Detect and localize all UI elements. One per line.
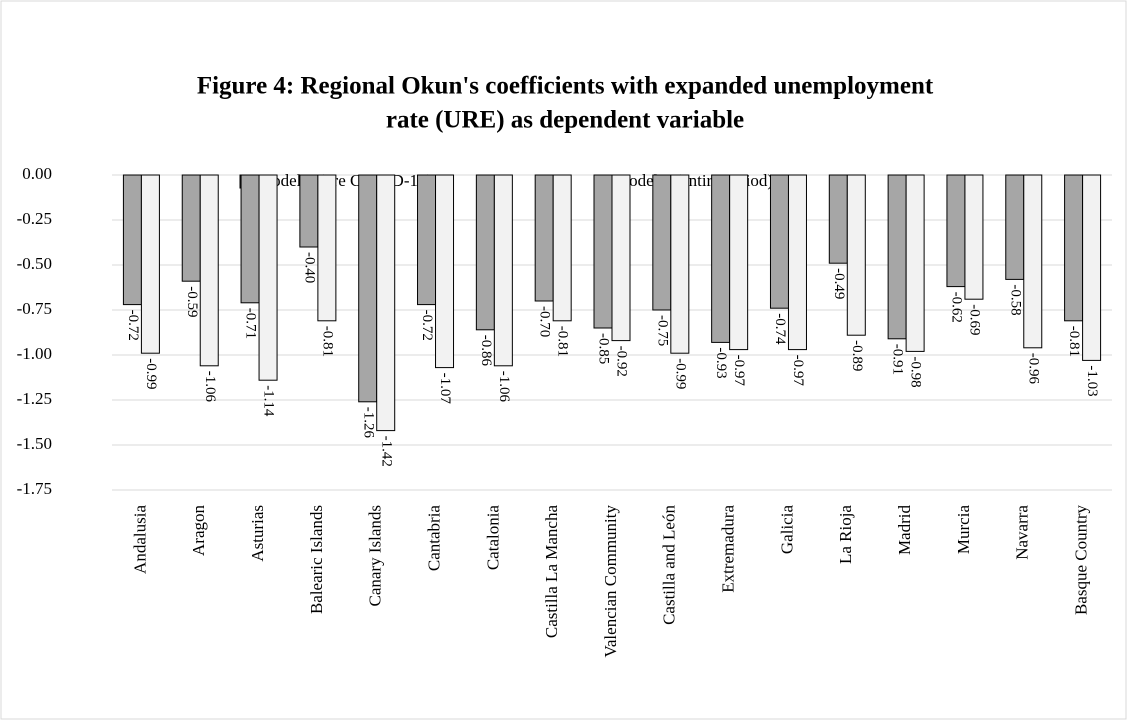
x-tick-label: Canary Islands (366, 505, 385, 607)
y-tick-label: -1.75 (17, 479, 52, 498)
bar (670, 174, 690, 354)
y-tick-label: -1.00 (17, 344, 52, 363)
bar (946, 174, 966, 288)
x-tick-label: Cantabria (424, 505, 443, 572)
bar (1023, 174, 1043, 349)
data-label: -0.58 (1007, 284, 1023, 315)
data-label: -0.86 (478, 335, 494, 367)
data-label: -1.03 (1084, 365, 1100, 396)
y-tick-label: 0.00 (22, 164, 52, 183)
bar (611, 174, 631, 342)
chart-subtitle: rate (URE) as dependent variable (386, 107, 744, 134)
y-tick-label: -0.50 (17, 254, 52, 273)
bar (181, 174, 201, 282)
bar (299, 174, 319, 248)
y-tick-label: -1.25 (17, 389, 52, 408)
data-label: -0.69 (967, 304, 983, 335)
x-tick-label: Extremadura (719, 505, 738, 593)
data-label: -0.49 (831, 268, 847, 299)
bar (652, 174, 672, 311)
data-label: -1.07 (437, 373, 453, 405)
data-label: -1.14 (261, 385, 277, 417)
data-label: -0.89 (849, 340, 865, 371)
bar (435, 174, 455, 369)
y-tick-label: -1.50 (17, 434, 52, 453)
bar (1082, 174, 1102, 361)
bar (475, 174, 495, 331)
legend-label: Model 3 (pre COVID-19) (257, 171, 432, 190)
chart-title: Figure 4: Regional Okun's coefficients w… (197, 73, 934, 100)
bar (552, 174, 572, 322)
bar (905, 174, 925, 352)
bar (787, 174, 807, 351)
bar (1005, 174, 1025, 280)
bar (376, 174, 396, 432)
data-label: -0.98 (908, 356, 924, 387)
data-label: -0.91 (890, 344, 906, 375)
data-label: -0.85 (596, 333, 612, 364)
bar (417, 174, 437, 306)
data-label: -0.97 (790, 355, 806, 387)
x-tick-label: Balearic Islands (307, 505, 326, 614)
bar (887, 174, 907, 340)
bar (358, 174, 378, 403)
data-label: -0.97 (731, 355, 747, 387)
bar (769, 174, 789, 309)
data-label: -0.72 (125, 310, 141, 341)
data-label: -0.75 (654, 315, 670, 346)
data-label: -0.71 (243, 308, 259, 339)
x-tick-label: Andalusia (130, 505, 149, 574)
bar (240, 174, 260, 304)
x-tick-label: Castilla La Mancha (542, 505, 561, 639)
x-tick-label: Catalonia (483, 505, 502, 571)
legend-label: Model 4 (entire period) (614, 171, 773, 190)
data-label: -0.99 (143, 358, 159, 389)
bar (140, 174, 160, 354)
data-label: -0.81 (319, 326, 335, 357)
bar (199, 174, 219, 367)
bar (964, 174, 984, 300)
data-label: -0.72 (419, 310, 435, 341)
data-label: -0.59 (184, 286, 200, 317)
bar (846, 174, 866, 336)
x-tick-label: Castilla and León (660, 505, 679, 625)
bar (258, 174, 278, 381)
data-label: -0.62 (949, 292, 965, 323)
data-label: -0.40 (301, 252, 317, 283)
bar (828, 174, 848, 264)
data-label: -1.06 (496, 371, 512, 403)
data-label: -1.42 (378, 436, 394, 467)
y-tick-label: -0.25 (17, 209, 52, 228)
y-tick-label: -0.75 (17, 299, 52, 318)
data-label: -1.06 (202, 371, 218, 403)
x-tick-label: Aragon (189, 505, 208, 556)
data-label: -0.74 (772, 313, 788, 345)
x-tick-label: Galicia (777, 505, 796, 555)
x-tick-label: Murcia (954, 505, 973, 555)
data-label: -0.81 (1066, 326, 1082, 357)
bar (593, 174, 613, 329)
bar (1064, 174, 1084, 322)
x-tick-label: Navarra (1013, 505, 1032, 560)
data-label: -0.70 (537, 306, 553, 337)
data-label: -0.81 (555, 326, 571, 357)
bar (534, 174, 554, 302)
data-label: -0.99 (672, 358, 688, 389)
x-tick-label: Basque Country (1071, 505, 1090, 616)
bar (317, 174, 337, 322)
x-tick-label: Asturias (248, 505, 267, 562)
x-tick-label: La Rioja (836, 505, 855, 564)
data-label: -0.92 (614, 346, 630, 377)
data-label: -1.26 (360, 407, 376, 439)
data-label: -0.96 (1025, 353, 1041, 385)
data-label: -0.93 (713, 347, 729, 378)
bar (729, 174, 749, 351)
bar (493, 174, 513, 367)
x-tick-label: Valencian Community (601, 505, 620, 658)
bar (122, 174, 142, 306)
bar (711, 174, 731, 343)
x-tick-label: Madrid (895, 505, 914, 556)
